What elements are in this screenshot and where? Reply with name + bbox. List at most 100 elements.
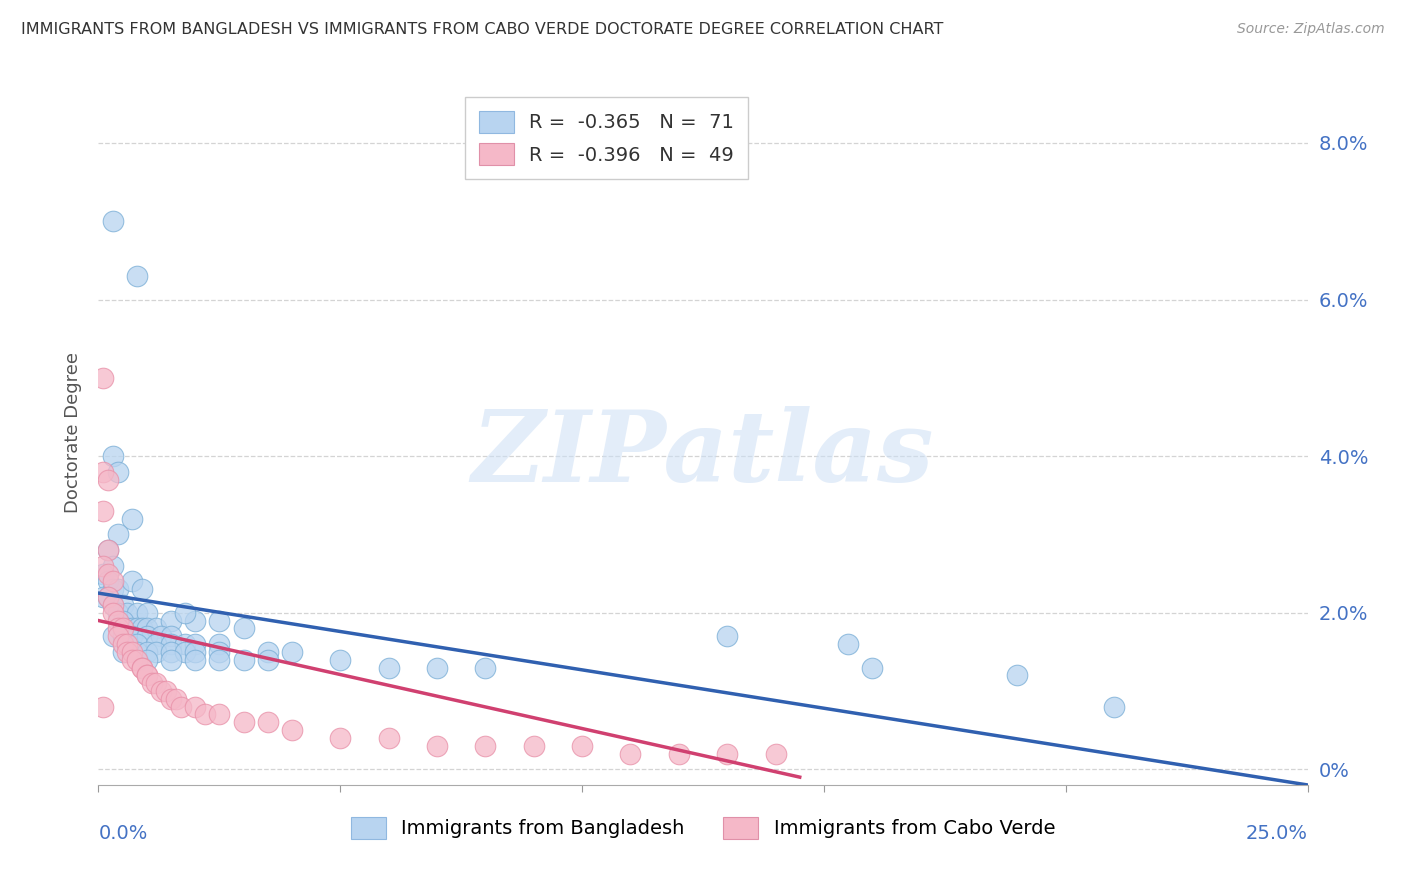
Point <box>160 637 183 651</box>
Point <box>111 614 134 628</box>
Point <box>121 653 143 667</box>
Point <box>131 621 153 635</box>
Point <box>232 653 254 667</box>
Point <box>145 637 167 651</box>
Point <box>571 739 593 753</box>
Point <box>184 645 207 659</box>
Point <box>127 637 149 651</box>
Point <box>135 629 157 643</box>
Point <box>256 653 278 667</box>
Point <box>135 645 157 659</box>
Point <box>97 473 120 487</box>
Point <box>117 606 139 620</box>
Point <box>101 598 124 612</box>
Point <box>860 660 883 674</box>
Point <box>127 606 149 620</box>
Point <box>91 699 114 714</box>
Point <box>121 512 143 526</box>
Point <box>160 691 183 706</box>
Y-axis label: Doctorate Degree: Doctorate Degree <box>63 352 82 513</box>
Point <box>160 629 183 643</box>
Point <box>155 684 177 698</box>
Point <box>135 668 157 682</box>
Point <box>121 629 143 643</box>
Point <box>127 621 149 635</box>
Point <box>91 371 114 385</box>
Point <box>145 676 167 690</box>
Point <box>121 574 143 589</box>
Point <box>160 645 183 659</box>
Legend: Immigrants from Bangladesh, Immigrants from Cabo Verde: Immigrants from Bangladesh, Immigrants f… <box>337 803 1069 853</box>
Point <box>91 566 114 581</box>
Point <box>107 527 129 541</box>
Point <box>101 582 124 597</box>
Point <box>765 747 787 761</box>
Point <box>208 614 231 628</box>
Point <box>91 465 114 479</box>
Point <box>131 582 153 597</box>
Point <box>668 747 690 761</box>
Point <box>107 629 129 643</box>
Point <box>174 606 197 620</box>
Point <box>121 645 143 659</box>
Point <box>111 598 134 612</box>
Point <box>121 621 143 635</box>
Point <box>208 645 231 659</box>
Point <box>101 214 124 228</box>
Point <box>377 660 399 674</box>
Point <box>281 723 304 738</box>
Point <box>127 268 149 283</box>
Point <box>111 645 134 659</box>
Point <box>184 699 207 714</box>
Point <box>101 449 124 463</box>
Point <box>91 504 114 518</box>
Text: Source: ZipAtlas.com: Source: ZipAtlas.com <box>1237 22 1385 37</box>
Point <box>184 614 207 628</box>
Point <box>426 660 449 674</box>
Point <box>523 739 546 753</box>
Point <box>107 465 129 479</box>
Point <box>716 747 738 761</box>
Point <box>97 543 120 558</box>
Point <box>150 684 173 698</box>
Point <box>117 637 139 651</box>
Point <box>145 645 167 659</box>
Point <box>281 645 304 659</box>
Point <box>184 653 207 667</box>
Point <box>194 707 217 722</box>
Point <box>377 731 399 745</box>
Point <box>97 574 120 589</box>
Point <box>837 637 859 651</box>
Point <box>135 668 157 682</box>
Point <box>91 590 114 604</box>
Point <box>131 660 153 674</box>
Text: IMMIGRANTS FROM BANGLADESH VS IMMIGRANTS FROM CABO VERDE DOCTORATE DEGREE CORREL: IMMIGRANTS FROM BANGLADESH VS IMMIGRANTS… <box>21 22 943 37</box>
Point <box>329 731 352 745</box>
Point <box>97 590 120 604</box>
Point <box>141 676 163 690</box>
Point <box>101 558 124 573</box>
Point <box>474 739 496 753</box>
Point <box>111 637 134 651</box>
Point <box>150 629 173 643</box>
Point <box>107 606 129 620</box>
Point <box>101 574 124 589</box>
Point <box>165 691 187 706</box>
Point <box>127 645 149 659</box>
Point <box>174 637 197 651</box>
Point <box>208 653 231 667</box>
Point <box>160 653 183 667</box>
Point <box>169 699 191 714</box>
Point <box>160 614 183 628</box>
Point <box>474 660 496 674</box>
Point <box>91 558 114 573</box>
Point <box>256 715 278 730</box>
Point <box>117 645 139 659</box>
Point <box>135 606 157 620</box>
Point <box>184 637 207 651</box>
Point <box>716 629 738 643</box>
Point <box>174 645 197 659</box>
Point <box>117 621 139 635</box>
Point <box>208 637 231 651</box>
Point <box>107 621 129 635</box>
